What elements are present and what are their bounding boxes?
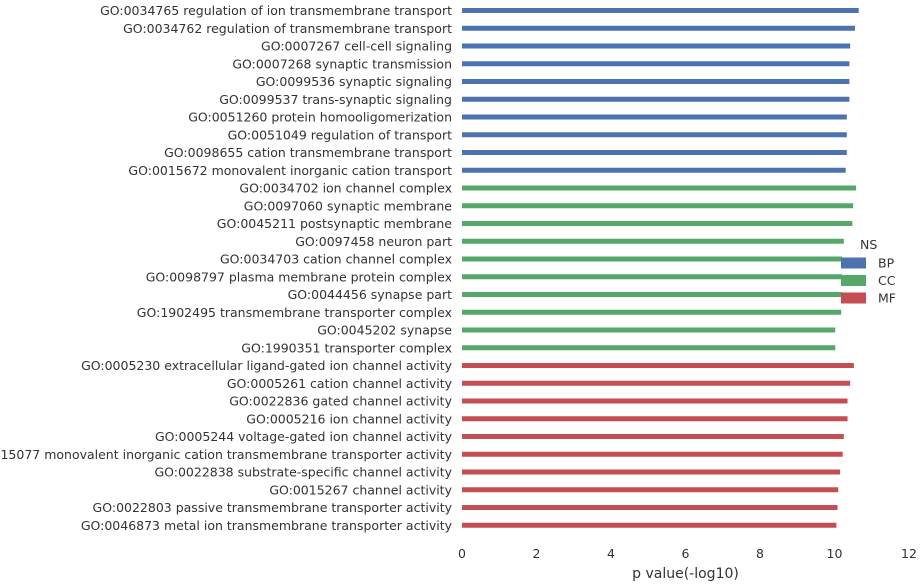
category-label: GO:0045211 postsynaptic membrane: [217, 216, 453, 231]
bar-cc: [462, 221, 853, 226]
x-tick-label: 0: [458, 546, 466, 561]
category-label: GO:0097060 synaptic membrane: [244, 198, 453, 213]
category-label: GO:0015077 monovalent inorganic cation t…: [0, 447, 453, 462]
legend-label-mf: MF: [878, 291, 896, 306]
category-label: GO:0034762 regulation of transmembrane t…: [123, 21, 452, 36]
x-tick-label: 6: [682, 546, 690, 561]
category-label: GO:0007267 cell-cell signaling: [261, 39, 452, 54]
x-tick-label: 12: [901, 546, 917, 561]
bar-cc: [462, 327, 836, 333]
x-tick-label: 8: [756, 546, 764, 561]
x-axis-ticks: 0 2 4 6 8 10 12: [458, 546, 917, 561]
bar-bp: [462, 8, 859, 13]
category-label: GO:0099536 synaptic signaling: [256, 74, 452, 89]
bar-cc: [462, 238, 844, 244]
category-label: GO:0099537 trans-synaptic signaling: [219, 92, 452, 107]
category-label: GO:0097458 neuron part: [295, 234, 452, 249]
bar-cc: [462, 203, 854, 209]
category-label: GO:0005230 extracellular ligand-gated io…: [81, 358, 453, 373]
bar-cc: [462, 292, 842, 297]
legend-title: NS: [860, 237, 877, 252]
category-labels: GO:0034765 regulation of ion transmembra…: [0, 3, 453, 533]
bar-mf: [462, 363, 854, 368]
bar-cc: [462, 345, 836, 351]
bar-bp: [462, 43, 851, 49]
category-label: GO:0098797 plasma membrane protein compl…: [146, 269, 452, 284]
bar-cc: [462, 185, 857, 191]
bar-cc: [462, 309, 842, 315]
legend-label-cc: CC: [878, 273, 896, 288]
bar-cc: [462, 256, 842, 262]
category-label: GO:0098655 cation transmembrane transpor…: [164, 145, 452, 160]
category-label: GO:0034765 regulation of ion transmembra…: [100, 3, 452, 18]
bar-mf: [462, 380, 851, 386]
bar-mf: [462, 505, 838, 510]
legend: NS BP CC MF: [841, 237, 896, 306]
bar-bp: [462, 25, 855, 31]
x-tick-label: 2: [533, 546, 541, 561]
category-label: GO:0022803 passive transmembrane transpo…: [93, 500, 453, 515]
category-label: GO:0015267 channel activity: [269, 482, 452, 497]
category-label: GO:0015672 monovalent inorganic cation t…: [128, 163, 452, 178]
bar-bp: [462, 150, 847, 155]
bar-mf: [462, 469, 841, 475]
bar-mf: [462, 451, 843, 457]
bar-mf: [462, 398, 848, 404]
x-tick-label: 10: [827, 546, 843, 561]
category-label: GO:0005261 cation channel activity: [227, 376, 453, 391]
bar-bp: [462, 79, 850, 84]
bar-bp: [462, 61, 850, 67]
bar-bp: [462, 132, 847, 138]
category-label: GO:0051049 regulation of transport: [228, 127, 453, 142]
bars-group: [462, 8, 859, 528]
x-tick-label: 4: [607, 546, 615, 561]
category-label: GO:0045202 synapse: [317, 323, 452, 338]
category-label: GO:0005216 ion channel activity: [246, 411, 452, 426]
category-label: GO:0034703 cation channel complex: [220, 252, 452, 267]
category-label: GO:0044456 synapse part: [288, 287, 452, 302]
legend-label-bp: BP: [878, 256, 895, 271]
category-label: GO:0005244 voltage-gated ion channel act…: [155, 429, 453, 444]
bar-cc: [462, 274, 842, 280]
category-label: GO:0034702 ion channel complex: [239, 181, 452, 196]
category-label: GO:0007268 synaptic transmission: [232, 56, 452, 71]
legend-swatch-bp: [841, 257, 866, 269]
category-label: GO:0022836 gated channel activity: [229, 394, 452, 409]
category-label: GO:1990351 transporter complex: [241, 340, 452, 355]
legend-swatch-cc: [841, 275, 866, 286]
bar-mf: [462, 416, 848, 422]
category-label: GO:0051260 protein homooligomerization: [188, 110, 452, 125]
category-label: GO:1902495 transmembrane transporter com…: [137, 305, 452, 320]
bar-bp: [462, 167, 846, 173]
x-axis-label: p value(-log10): [632, 566, 739, 582]
bar-bp: [462, 114, 847, 120]
bar-bp: [462, 96, 850, 102]
bar-mf: [462, 434, 844, 439]
legend-swatch-mf: [841, 292, 866, 304]
category-label: GO:0022838 substrate-specific channel ac…: [154, 465, 452, 480]
bar-mf: [462, 487, 839, 493]
category-label: GO:0046873 metal ion transmembrane trans…: [81, 518, 453, 533]
bar-mf: [462, 522, 837, 528]
